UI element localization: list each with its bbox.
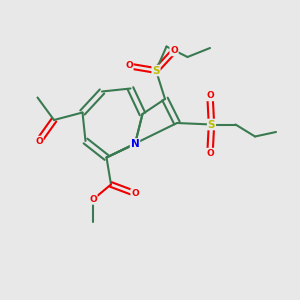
Text: S: S (152, 65, 160, 76)
Text: O: O (170, 46, 178, 56)
Text: O: O (125, 61, 133, 70)
Text: O: O (35, 136, 43, 146)
Text: O: O (131, 189, 139, 198)
Text: O: O (206, 92, 214, 100)
Text: O: O (89, 195, 97, 204)
Text: N: N (130, 139, 140, 149)
Text: O: O (206, 148, 214, 158)
Text: S: S (208, 119, 215, 130)
